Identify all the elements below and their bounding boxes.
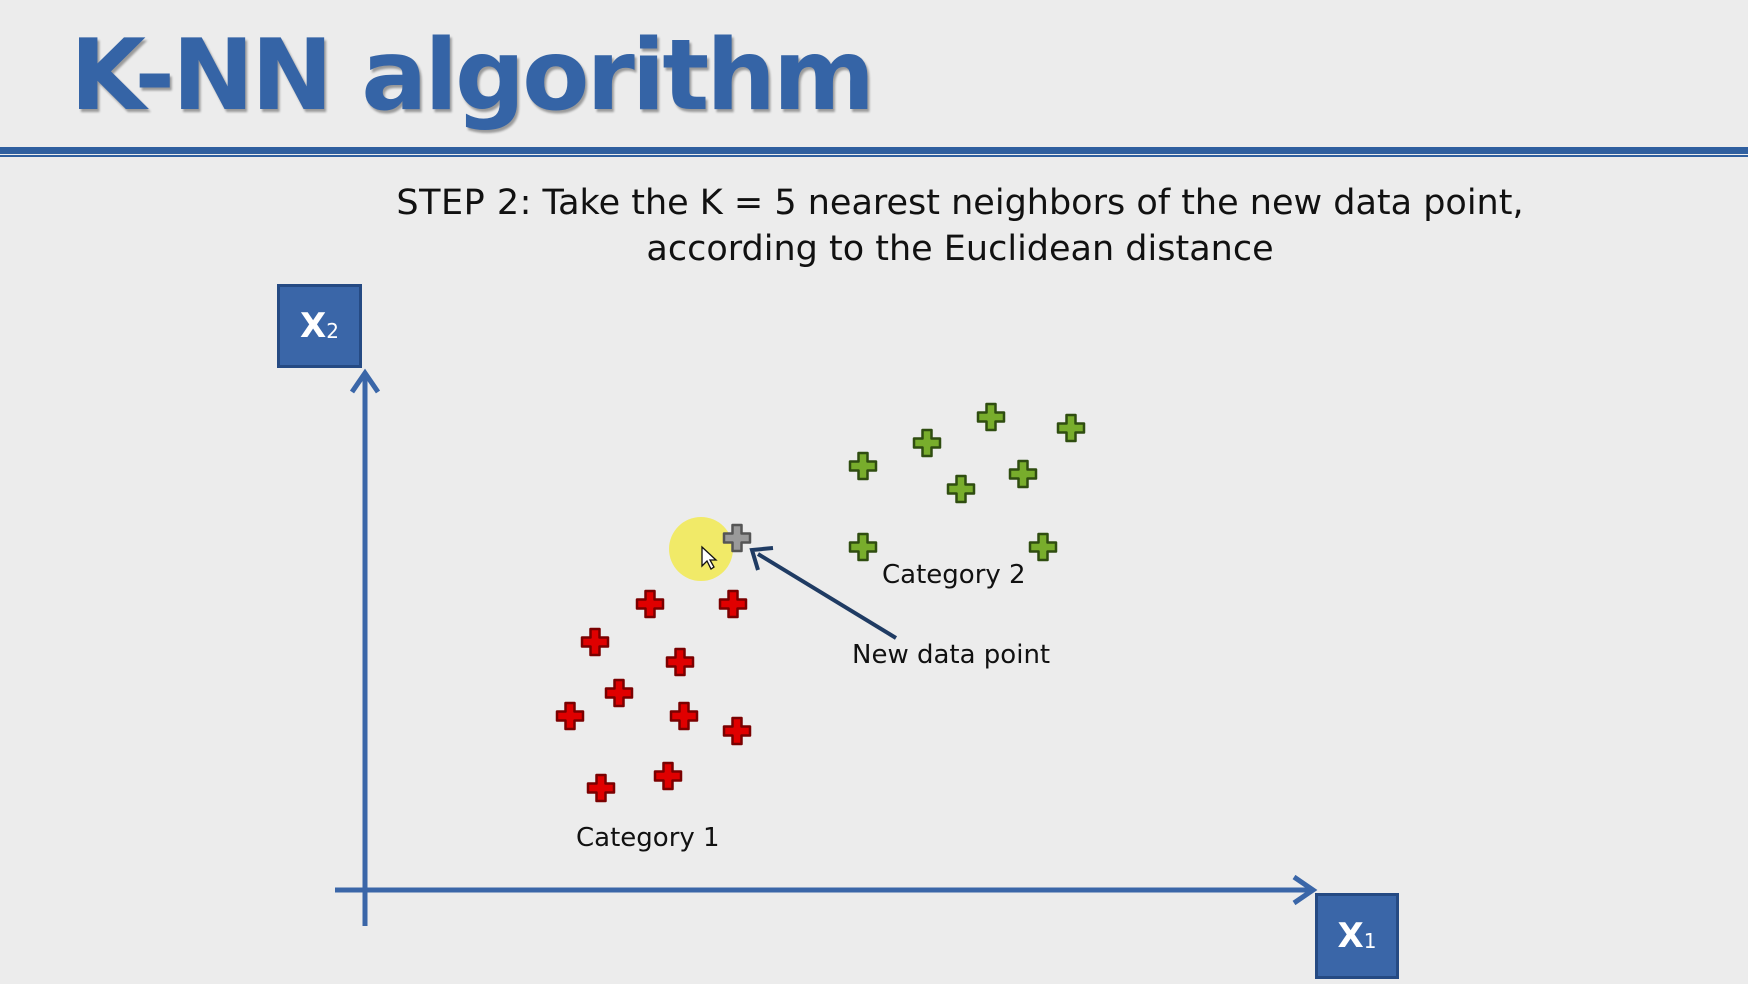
category-2-point — [946, 474, 976, 504]
new-point-arrowhead — [749, 546, 774, 571]
new-data-point-marker — [722, 523, 752, 553]
category-2-label: Category 2 — [882, 560, 1026, 590]
mouse-cursor-icon — [701, 545, 718, 570]
category-1-point — [635, 589, 665, 619]
points-layer — [555, 402, 1086, 803]
x-axis-arrowhead — [1292, 874, 1318, 906]
category-2-point — [1008, 459, 1038, 489]
step-description: STEP 2: Take the K = 5 nearest neighbors… — [290, 180, 1630, 272]
category-2-point — [1028, 532, 1058, 562]
step-label: STEP 2 — [396, 183, 520, 223]
category-1-point — [718, 589, 748, 619]
x1-axis-subscript: 1 — [1363, 929, 1377, 953]
new-point-arrow-line — [756, 552, 898, 640]
category-2-point — [848, 532, 878, 562]
category-2-point — [848, 451, 878, 481]
category-1-point — [722, 716, 752, 746]
cursor-highlight — [669, 517, 733, 581]
category-1-point — [604, 678, 634, 708]
step-text-line2: according to the Euclidean distance — [646, 229, 1274, 269]
slide-title: K-NN algorithm — [70, 19, 875, 133]
category-1-point — [586, 773, 616, 803]
category-1-point — [580, 627, 610, 657]
x1-axis-letter: X — [1337, 916, 1364, 956]
x2-axis-letter: X — [300, 306, 327, 346]
new-data-point-label: New data point — [852, 640, 1050, 670]
category-1-point — [669, 701, 699, 731]
title-divider — [0, 147, 1748, 157]
category-2-point — [976, 402, 1006, 432]
category-2-point — [1056, 413, 1086, 443]
category-1-label: Category 1 — [576, 823, 720, 853]
category-2-point — [912, 428, 942, 458]
category-1-point — [653, 761, 683, 791]
x2-axis-subscript: 2 — [326, 319, 339, 343]
step-line-1: STEP 2: Take the K = 5 nearest neighbors… — [290, 180, 1630, 226]
category-1-point — [665, 647, 695, 677]
y-axis-arrowhead — [349, 368, 381, 394]
category-1-point — [555, 701, 585, 731]
step-text-line1: : Take the K = 5 nearest neighbors of th… — [519, 183, 1524, 223]
